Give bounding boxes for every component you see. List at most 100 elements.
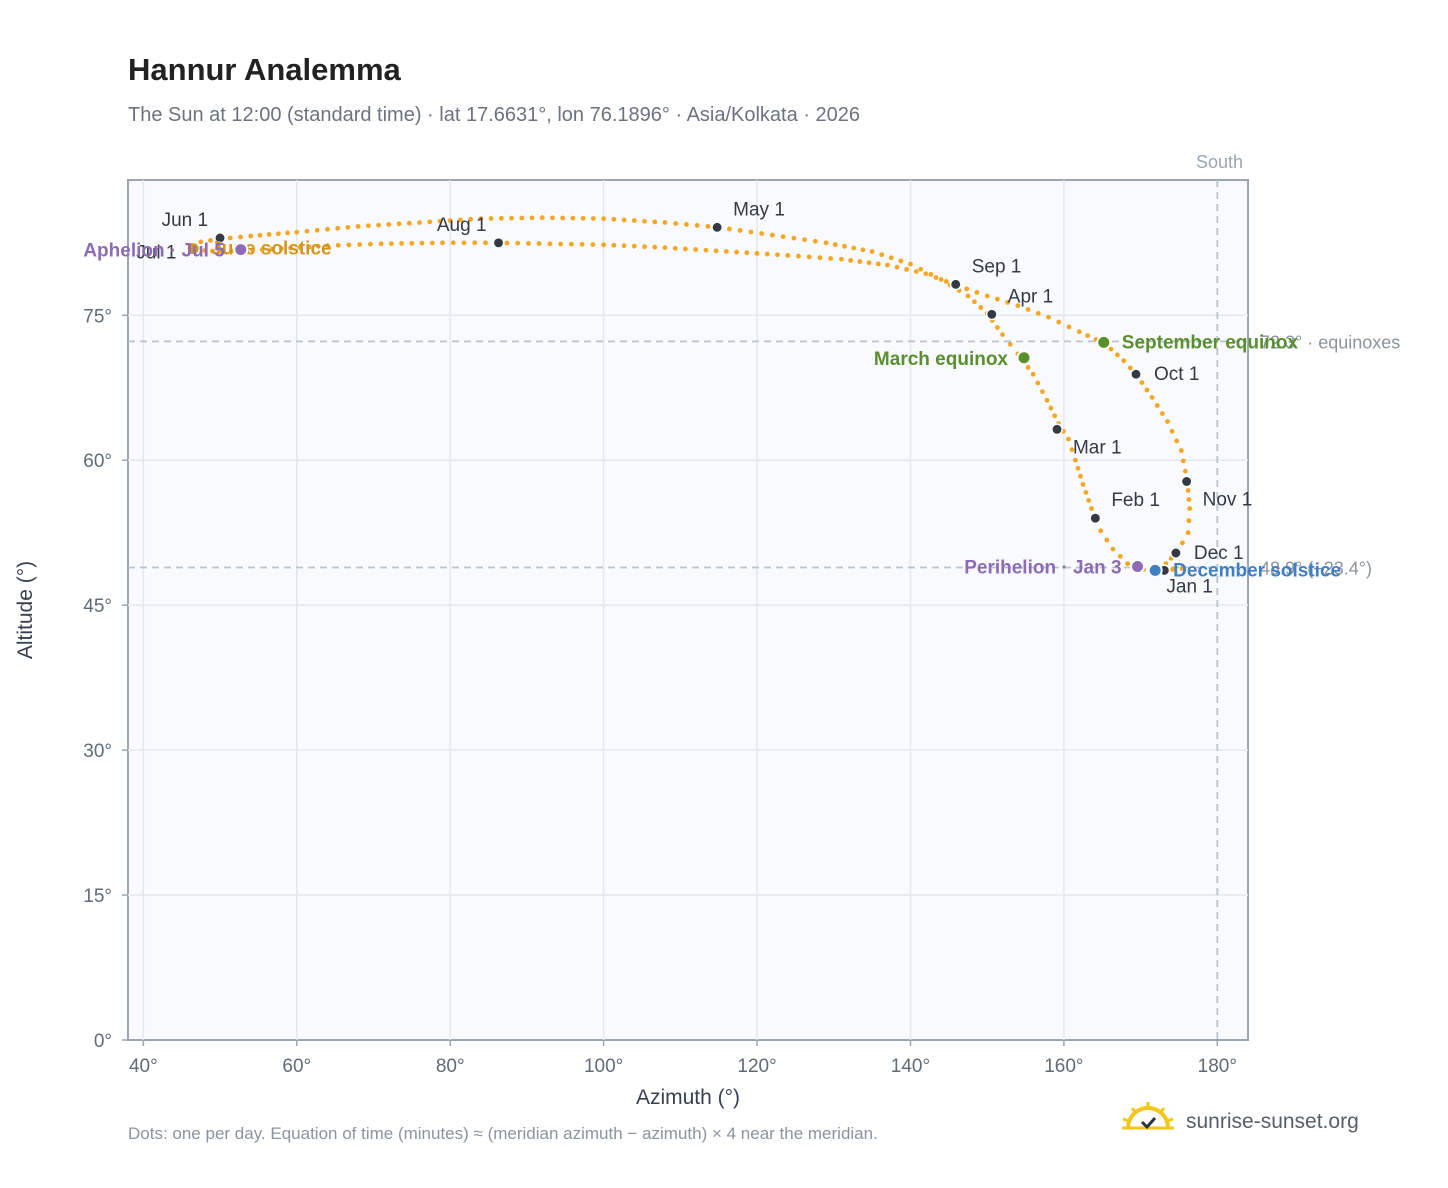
month-marker-label: May 1 — [733, 199, 785, 220]
daily-sun-dot — [832, 242, 838, 247]
daily-sun-dot — [1015, 303, 1021, 309]
x-tick-label: 60° — [282, 1056, 311, 1077]
daily-sun-dot — [335, 242, 341, 248]
daily-sun-dot — [1046, 314, 1051, 320]
month-marker-label: Oct 1 — [1154, 364, 1199, 385]
daily-sun-dot — [1180, 458, 1186, 464]
daily-sun-dot — [693, 247, 699, 252]
daily-sun-dot — [1186, 518, 1192, 524]
daily-sun-dot — [529, 215, 535, 221]
daily-sun-dot — [288, 245, 294, 251]
axes: 40° 60° 80° 100° 120° 140° 160° 180° 0° 15° 30° 45°… — [83, 306, 1237, 1077]
daily-sun-dot — [335, 225, 341, 231]
brand-name: sunrise-sunset.org — [1186, 1110, 1359, 1133]
y-tick-label: 30° — [83, 741, 112, 762]
daily-sun-dot — [875, 261, 881, 267]
month-marker-label: Apr 1 — [1008, 286, 1053, 307]
daily-sun-dot — [297, 245, 303, 250]
month-marker-label: Feb 1 — [1111, 490, 1160, 511]
daily-sun-dot — [806, 254, 812, 260]
daily-sun-dot — [888, 255, 894, 261]
daily-sun-dot — [209, 248, 215, 254]
month-marker — [214, 232, 227, 244]
daily-sun-dot — [965, 293, 971, 299]
daily-sun-dot — [1127, 365, 1133, 371]
daily-sun-dot — [314, 227, 320, 233]
daily-sun-dot — [437, 218, 443, 224]
daily-sun-dot — [851, 245, 857, 251]
event-marker — [1016, 350, 1032, 366]
y-tick-label: 0° — [94, 1031, 112, 1052]
daily-sun-dot — [386, 222, 392, 227]
daily-sun-dot — [652, 244, 658, 250]
daily-sun-dot — [785, 252, 791, 258]
x-tick-label: 80° — [436, 1056, 465, 1077]
daily-sun-dot — [723, 249, 729, 254]
daily-sun-dot — [279, 246, 284, 252]
daily-sun-dot — [388, 241, 394, 247]
daily-sun-dot — [1069, 447, 1075, 452]
daily-sun-dot — [802, 237, 808, 243]
daily-sun-dot — [1066, 324, 1072, 330]
daily-sun-dot — [839, 256, 844, 262]
daily-sun-dot — [869, 249, 875, 254]
daily-sun-dot — [498, 215, 504, 221]
daily-sun-dot — [1117, 553, 1123, 559]
event-marker — [1096, 334, 1112, 350]
daily-sun-dot — [515, 240, 521, 246]
daily-sun-dot — [780, 234, 786, 240]
daily-sun-dot — [995, 296, 1000, 302]
month-marker-label: Dec 1 — [1194, 543, 1244, 564]
daily-sun-dot — [705, 223, 711, 229]
daily-sun-dot — [1078, 473, 1083, 479]
x-tick-label: 160° — [1044, 1056, 1083, 1077]
daily-sun-dot — [621, 217, 627, 223]
event-marker — [185, 241, 201, 257]
daily-sun-dot — [754, 251, 760, 256]
x-tick-label: 120° — [737, 1056, 776, 1077]
daily-sun-dot — [737, 228, 743, 233]
daily-sun-dot — [346, 242, 352, 248]
daily-sun-dot — [974, 290, 980, 295]
daily-sun-dot — [848, 257, 854, 263]
daily-sun-dot — [1098, 528, 1104, 534]
daily-sun-dot — [1139, 380, 1145, 385]
daily-sun-dot — [259, 247, 265, 252]
daily-sun-dot — [238, 234, 243, 240]
footnote: Dots: one per day. Equation of time (min… — [128, 1124, 878, 1143]
daily-sun-dot — [885, 262, 890, 268]
daily-sun-dot — [1185, 530, 1191, 536]
month-marker-label: Aug 1 — [437, 215, 487, 236]
daily-sun-dot — [458, 217, 463, 223]
daily-sun-dot — [694, 223, 700, 228]
daily-sun-dot — [611, 242, 617, 248]
daily-sun-dot — [208, 237, 213, 243]
brand-logo[interactable]: sunrise-sunset.org — [1120, 1101, 1359, 1142]
chart-subtitle: The Sun at 12:00 (standard time) · lat 1… — [128, 104, 861, 126]
daily-sun-dot — [601, 216, 607, 222]
daily-sun-dot — [904, 266, 910, 272]
daily-sun-dot — [526, 240, 531, 246]
daily-sun-dot — [943, 279, 949, 284]
daily-sun-dot — [673, 221, 679, 226]
daily-sun-dot — [539, 215, 545, 221]
daily-sun-dot — [1154, 403, 1160, 408]
daily-sun-dot — [468, 216, 474, 222]
daily-sun-dot — [1178, 448, 1184, 453]
daily-sun-dot — [378, 241, 384, 247]
daily-sun-dot — [642, 218, 647, 224]
grid — [128, 180, 1248, 1040]
daily-sun-dot — [1044, 397, 1050, 403]
daily-sun-dot — [488, 216, 494, 221]
month-marker — [492, 236, 505, 249]
daily-sun-dot — [1144, 387, 1150, 393]
month-marker — [1169, 547, 1182, 559]
y-tick-label: 45° — [83, 596, 112, 617]
event-label: September equinox — [1122, 332, 1299, 353]
daily-sun-dot — [1125, 561, 1130, 567]
event-marker — [1147, 562, 1163, 578]
daily-sun-dot — [1110, 546, 1116, 552]
daily-sun-dot — [964, 286, 970, 292]
reference-line-label: 72.3° · equinoxes — [1260, 332, 1400, 352]
daily-sun-dot — [744, 250, 750, 256]
